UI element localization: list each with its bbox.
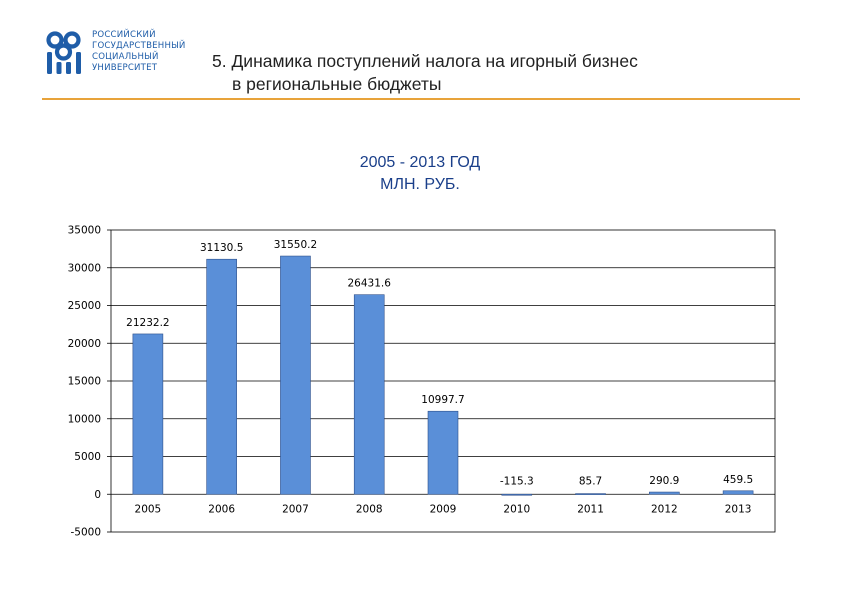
y-tick-label: 35000 xyxy=(68,225,101,237)
university-logo-icon xyxy=(46,31,81,74)
chart-subtitle-line: МЛН. РУБ. xyxy=(380,176,460,193)
bar xyxy=(501,493,533,496)
data-label: 459.5 xyxy=(723,474,753,486)
data-label: -115.3 xyxy=(500,475,534,487)
x-tick-label: 2010 xyxy=(503,503,530,515)
chart-title-line: 2005 - 2013 ГОД xyxy=(359,154,481,171)
y-tick-label: -5000 xyxy=(70,527,101,539)
bar xyxy=(575,493,606,495)
slide-title-line-2: в региональные бюджеты xyxy=(232,74,442,94)
university-name-line: УНИВЕРСИТЕТ xyxy=(92,63,158,73)
x-tick-label: 2013 xyxy=(725,503,752,515)
header-divider xyxy=(42,98,800,100)
x-tick-label: 2009 xyxy=(430,503,457,515)
x-tick-label: 2011 xyxy=(577,503,604,515)
university-name-line: СОЦИАЛЬНЫЙ xyxy=(92,52,159,62)
y-tick-label: 15000 xyxy=(68,376,101,388)
bar xyxy=(280,255,311,495)
university-name-line: РОССИЙСКИЙ xyxy=(92,30,156,40)
bar xyxy=(206,258,237,495)
x-tick-label: 2008 xyxy=(356,503,383,515)
data-label: 31550.2 xyxy=(274,239,317,251)
bar xyxy=(132,333,164,495)
y-tick-label: 10000 xyxy=(68,413,101,425)
y-tick-label: 0 xyxy=(94,489,101,501)
data-label: 31130.5 xyxy=(200,242,243,254)
data-label: 10997.7 xyxy=(421,394,464,406)
y-tick-label: 25000 xyxy=(68,300,101,312)
y-tick-label: 20000 xyxy=(68,338,101,350)
data-label: 85.7 xyxy=(579,475,602,487)
slide-title-line-1: 5. Динамика поступлений налога на игорны… xyxy=(212,51,638,71)
data-label: 21232.2 xyxy=(126,317,169,329)
x-tick-label: 2007 xyxy=(282,503,309,515)
x-tick-label: 2012 xyxy=(651,503,678,515)
slide-title: 5. Динамика поступлений налога на игорны… xyxy=(212,50,638,96)
bar xyxy=(427,410,459,495)
university-name: РОССИЙСКИЙ ГОСУДАРСТВЕННЫЙ СОЦИАЛЬНЫЙ УН… xyxy=(92,30,186,74)
chart-title: 2005 - 2013 ГОД МЛН. РУБ. xyxy=(300,152,540,196)
bar xyxy=(649,491,680,495)
y-tick-label: 30000 xyxy=(68,262,101,274)
bar xyxy=(722,490,754,495)
bar xyxy=(353,294,385,495)
x-tick-label: 2006 xyxy=(208,503,235,515)
university-name-line: ГОСУДАРСТВЕННЫЙ xyxy=(92,41,186,51)
y-tick-label: 5000 xyxy=(74,451,101,463)
x-tick-label: 2005 xyxy=(135,503,162,515)
data-label: 26431.6 xyxy=(348,278,392,290)
data-label: 290.9 xyxy=(649,475,679,487)
university-logo: РОССИЙСКИЙ ГОСУДАРСТВЕННЫЙ СОЦИАЛЬНЫЙ УН… xyxy=(44,30,186,76)
